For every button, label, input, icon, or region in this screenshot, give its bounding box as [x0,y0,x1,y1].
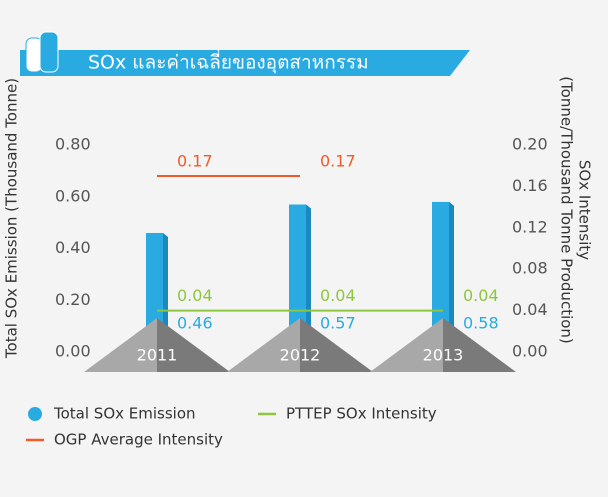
legend-label: OGP Average Intensity [54,431,223,449]
category-base [370,318,443,372]
data-label: 0.57 [320,314,356,333]
data-label: 0.04 [463,286,499,305]
y2-axis-title: (Tonne/Thousand Tonne Production) [558,76,576,344]
category-base [84,318,157,372]
bar-side [306,204,311,352]
legend-marker [28,407,42,421]
y2-tick-label: 0.12 [512,217,548,236]
y-tick-label: 0.20 [55,290,91,309]
legend-label: PTTEP SOx Intensity [286,405,437,423]
data-label: 0.58 [463,314,499,333]
bar-side [449,201,454,352]
y2-tick-label: 0.20 [512,135,548,154]
y2-tick-label: 0.00 [512,342,548,361]
icon [39,31,59,73]
y-axis-title: Total SOx Emission (Thousand Tonne) [3,78,21,359]
data-label: 0.04 [177,286,213,305]
bar [289,204,306,352]
y2-tick-label: 0.04 [512,300,548,319]
data-label: 0.04 [320,286,356,305]
chart-title: SOx และค่าเฉลี่ยของอุตสาหกรรม [88,49,369,75]
y-tick-label: 0.40 [55,238,91,257]
y2-axis-title: SOx Intensity [576,160,594,260]
category-base [227,318,300,372]
x-tick-label: 2013 [423,346,464,365]
category-base [443,318,516,372]
category-base [300,318,373,372]
bar [432,201,449,352]
data-label: 0.46 [177,314,213,333]
data-label: 0.17 [320,152,356,171]
y-tick-label: 0.00 [55,342,91,361]
y-tick-label: 0.80 [55,135,91,154]
data-label: 0.17 [177,152,213,171]
title-banner [20,50,470,76]
legend-label: Total SOx Emission [53,405,196,423]
category-base [157,318,230,372]
x-tick-label: 2012 [280,346,321,365]
y2-tick-label: 0.16 [512,176,548,195]
x-tick-label: 2011 [137,346,178,365]
y2-tick-label: 0.08 [512,259,548,278]
y-tick-label: 0.60 [55,186,91,205]
bar-side [163,232,168,352]
